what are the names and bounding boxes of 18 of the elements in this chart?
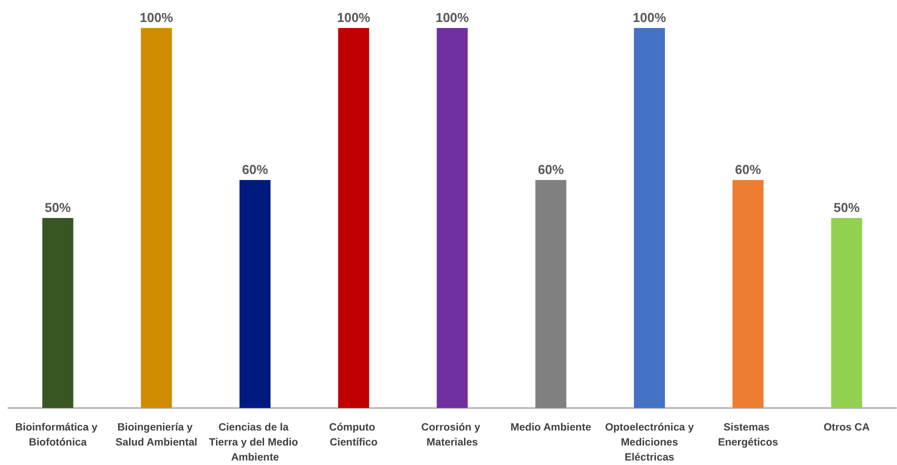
data-label: 100% xyxy=(632,10,666,25)
data-label: 50% xyxy=(834,200,860,215)
x-tick-label: Cómputo Científico xyxy=(329,422,378,448)
data-label: 60% xyxy=(538,162,564,177)
x-tick-label: Corrosión y Materiales xyxy=(421,422,484,448)
data-label: 100% xyxy=(140,10,174,25)
x-tick-label: Sistemas Energéticos xyxy=(718,422,778,448)
x-tick-label: Medio Ambiente xyxy=(510,422,592,434)
data-label: 60% xyxy=(735,162,762,177)
x-tick-label: Bioinformática y Biofotónica xyxy=(15,422,100,448)
data-label: 100% xyxy=(436,10,470,25)
data-label: 50% xyxy=(44,200,72,215)
x-tick-label: Ciencias de la Tierra y del Medio Ambiente xyxy=(209,422,302,464)
x-tick-label: Bioingeniería y Salud Ambiental xyxy=(115,422,198,448)
x-tick-label: Optoelectrónica y Mediciones Eléctricas xyxy=(605,422,694,464)
data-label: 100% xyxy=(336,10,371,25)
data-label: 60% xyxy=(242,162,268,177)
x-tick-label: Otros CA xyxy=(824,422,870,434)
